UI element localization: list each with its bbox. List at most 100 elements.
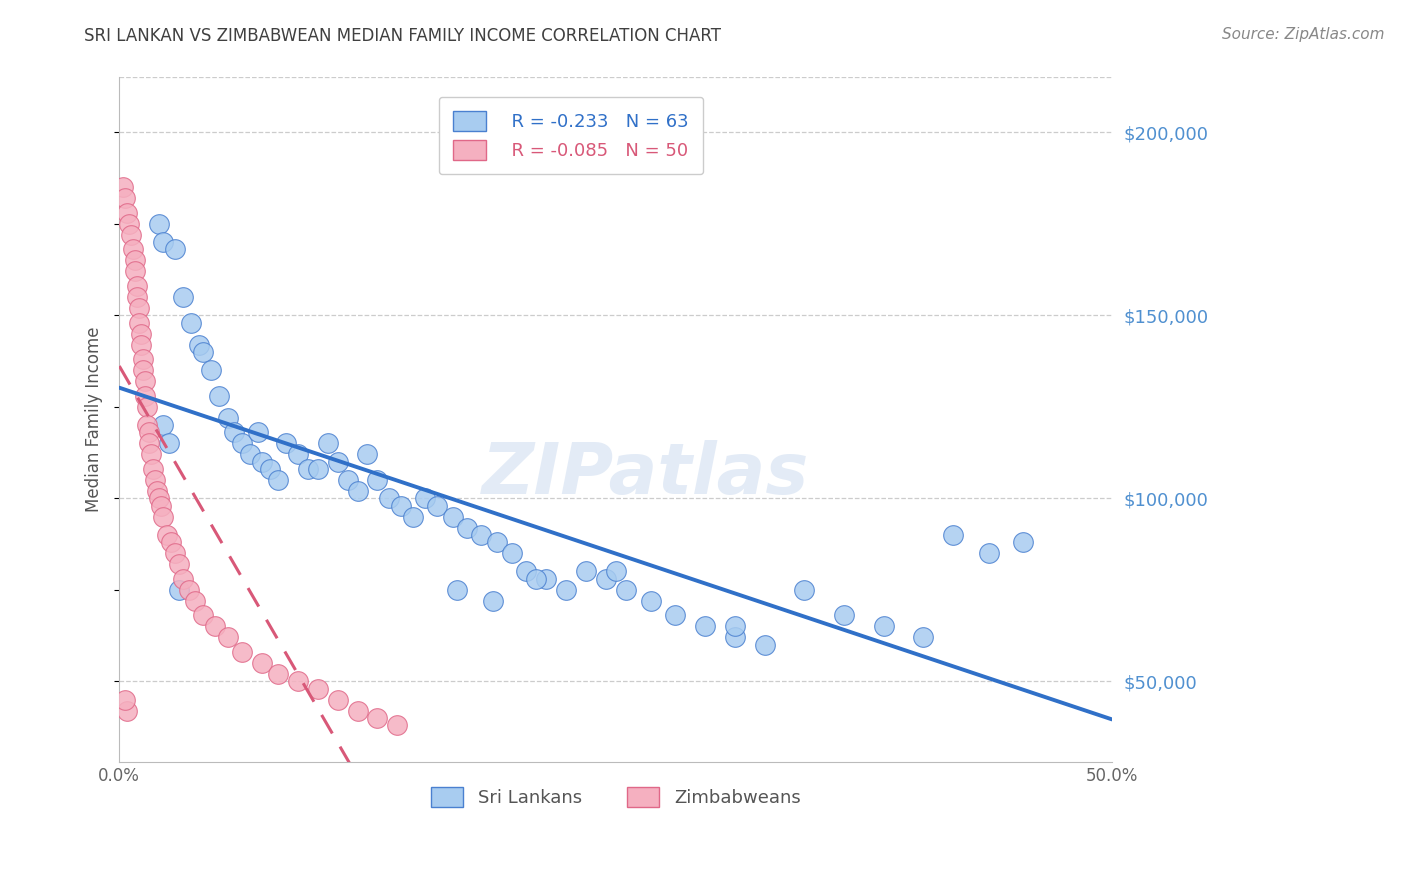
Point	[142, 462, 165, 476]
Point	[267, 667, 290, 681]
Point	[118, 217, 141, 231]
Point	[114, 191, 136, 205]
Point	[515, 565, 537, 579]
Point	[267, 473, 290, 487]
Point	[128, 301, 150, 315]
Point	[942, 528, 965, 542]
Point	[156, 528, 179, 542]
Point	[316, 436, 339, 450]
Point	[481, 593, 503, 607]
Point	[127, 279, 149, 293]
Point	[127, 290, 149, 304]
Y-axis label: Median Family Income: Median Family Income	[86, 326, 103, 512]
Point	[231, 436, 253, 450]
Point	[297, 462, 319, 476]
Point	[124, 264, 146, 278]
Point	[167, 582, 190, 597]
Point	[148, 491, 170, 506]
Point	[724, 619, 747, 633]
Point	[152, 509, 174, 524]
Point	[252, 656, 274, 670]
Point	[274, 436, 297, 450]
Point	[832, 608, 855, 623]
Point	[180, 316, 202, 330]
Point	[259, 462, 281, 476]
Point	[146, 483, 169, 498]
Point	[346, 483, 368, 498]
Point	[138, 425, 160, 440]
Point	[307, 681, 329, 696]
Point	[115, 206, 138, 220]
Point	[157, 436, 180, 450]
Point	[136, 418, 159, 433]
Point	[191, 608, 214, 623]
Point	[207, 389, 229, 403]
Point	[115, 704, 138, 718]
Text: SRI LANKAN VS ZIMBABWEAN MEDIAN FAMILY INCOME CORRELATION CHART: SRI LANKAN VS ZIMBABWEAN MEDIAN FAMILY I…	[84, 27, 721, 45]
Point	[172, 572, 194, 586]
Point	[136, 400, 159, 414]
Point	[187, 337, 209, 351]
Point	[605, 565, 627, 579]
Point	[446, 582, 468, 597]
Point	[524, 572, 547, 586]
Point	[912, 631, 935, 645]
Point	[112, 180, 135, 194]
Point	[575, 565, 598, 579]
Point	[456, 520, 478, 534]
Point	[200, 363, 222, 377]
Point	[183, 593, 205, 607]
Point	[413, 491, 436, 506]
Point	[132, 363, 155, 377]
Point	[326, 455, 349, 469]
Point	[134, 374, 156, 388]
Text: Source: ZipAtlas.com: Source: ZipAtlas.com	[1222, 27, 1385, 42]
Point	[389, 499, 412, 513]
Point	[152, 418, 174, 433]
Point	[793, 582, 815, 597]
Point	[149, 499, 172, 513]
Point	[191, 345, 214, 359]
Point	[163, 243, 186, 257]
Point	[470, 528, 492, 542]
Point	[252, 455, 274, 469]
Point	[177, 582, 200, 597]
Point	[614, 582, 637, 597]
Text: ZIPatlas: ZIPatlas	[482, 440, 808, 508]
Point	[224, 425, 246, 440]
Point	[326, 692, 349, 706]
Point	[426, 499, 449, 513]
Point	[366, 711, 388, 725]
Point	[148, 217, 170, 231]
Point	[134, 389, 156, 403]
Point	[138, 436, 160, 450]
Point	[217, 631, 239, 645]
Point	[402, 509, 425, 524]
Point	[366, 473, 388, 487]
Point	[387, 718, 409, 732]
Point	[129, 337, 152, 351]
Point	[124, 253, 146, 268]
Point	[977, 546, 1000, 560]
Point	[501, 546, 523, 560]
Point	[239, 447, 262, 461]
Point	[129, 326, 152, 341]
Point	[534, 572, 557, 586]
Point	[724, 631, 747, 645]
Point	[152, 235, 174, 249]
Point	[378, 491, 401, 506]
Point	[172, 290, 194, 304]
Point	[132, 352, 155, 367]
Point	[287, 674, 309, 689]
Point	[231, 645, 253, 659]
Point	[167, 557, 190, 571]
Point	[139, 447, 162, 461]
Point	[143, 473, 166, 487]
Point	[485, 535, 508, 549]
Point	[163, 546, 186, 560]
Point	[287, 447, 309, 461]
Point	[693, 619, 716, 633]
Point	[336, 473, 359, 487]
Point	[595, 572, 617, 586]
Point	[640, 593, 662, 607]
